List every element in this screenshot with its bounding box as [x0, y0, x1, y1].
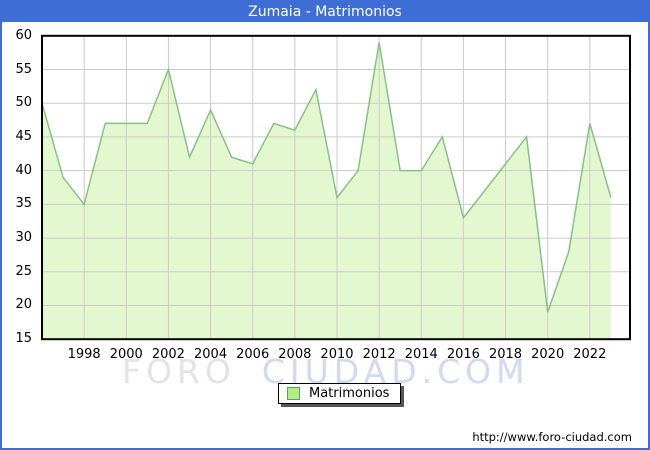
x-tick-label-2014: 2014 — [404, 347, 438, 362]
x-tick-label-2012: 2012 — [362, 347, 396, 362]
x-tick-label-2004: 2004 — [194, 347, 228, 362]
y-tick-label-25: 25 — [15, 263, 32, 279]
y-tick-label-30: 30 — [15, 230, 32, 246]
x-tick-label-2018: 2018 — [488, 347, 523, 362]
y-tick-label-50: 50 — [15, 95, 32, 111]
footer-url[interactable]: http://www.foro-ciudad.com — [472, 430, 632, 444]
x-tick-label-2000: 2000 — [109, 347, 143, 362]
area-fill — [42, 42, 611, 340]
watermark-foro: FORO — [122, 352, 236, 391]
chart-title: Zumaia - Matrimonios — [248, 4, 402, 20]
legend-label: Matrimonios — [309, 386, 390, 401]
legend-box: Matrimonios — [278, 383, 402, 404]
x-tick-label-2008: 2008 — [278, 347, 312, 362]
x-tick-label-2020: 2020 — [531, 347, 565, 362]
y-tick-label-40: 40 — [15, 162, 32, 178]
x-tick-label-2010: 2010 — [320, 347, 354, 362]
x-tick-label-1998: 1998 — [67, 347, 101, 362]
watermark: FORO CIUDAD.COM — [122, 352, 530, 391]
title-bar: Zumaia - Matrimonios — [2, 2, 648, 22]
y-tick-label-60: 60 — [15, 27, 32, 43]
y-tick-label-20: 20 — [15, 297, 32, 313]
x-tick-label-2022: 2022 — [573, 347, 607, 362]
y-tick-label-45: 45 — [15, 128, 32, 144]
x-tick-label-2006: 2006 — [236, 347, 270, 362]
legend-swatch — [287, 387, 300, 400]
x-tick-label-2002: 2002 — [151, 347, 185, 362]
x-tick-label-2016: 2016 — [446, 347, 480, 362]
y-tick-label-55: 55 — [15, 61, 32, 77]
y-tick-label-35: 35 — [15, 196, 32, 212]
data-line — [41, 42, 612, 313]
plot-border — [41, 34, 631, 341]
y-tick-label-15: 15 — [15, 331, 32, 347]
